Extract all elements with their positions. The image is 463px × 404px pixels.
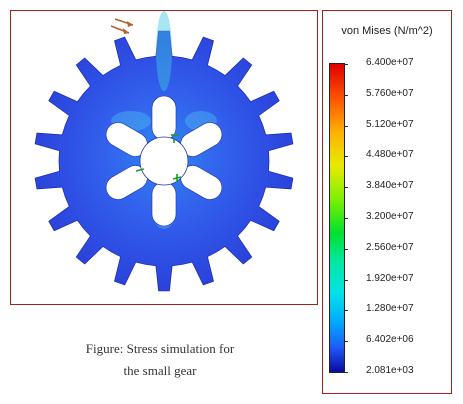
legend-tick-label: 2.560e+07	[366, 241, 414, 253]
legend-tick-label: 3.840e+07	[366, 180, 414, 192]
legend-tick-label: 5.120e+07	[366, 118, 414, 130]
legend-tick-label: 6.402e+06	[366, 334, 414, 346]
legend-tick-label: 3.200e+07	[366, 211, 414, 222]
load-arrow-icon	[110, 18, 134, 34]
figure-caption: Figure: Stress simulation for the small …	[40, 338, 280, 382]
spoke-slot	[151, 95, 177, 141]
legend-colorbar	[329, 63, 345, 373]
fixture-marker-icon	[135, 134, 182, 182]
legend-tick-label: 1.280e+07	[366, 303, 414, 315]
legend-tick-mark	[345, 310, 348, 312]
caption-line-2: the small gear	[123, 363, 197, 378]
legend-tick-label: 1.920e+07	[366, 272, 414, 284]
legend-tick-mark	[345, 125, 348, 127]
legend-tick-mark	[345, 248, 348, 250]
legend-tick-label: 5.760e+07	[366, 87, 414, 99]
stress-legend: von Mises (N/m^2) 6.400e+07 5.760e+07 5.12…	[322, 10, 452, 394]
legend-tick-mark	[345, 187, 348, 189]
legend-tick-mark	[345, 156, 348, 158]
legend-tick-mark	[345, 64, 348, 65]
legend-tick-mark	[345, 279, 348, 281]
legend-tick-mark	[345, 341, 348, 343]
legend-tick-mark	[345, 218, 348, 219]
legend-tick-label: 4.480e+07	[366, 149, 414, 161]
legend-tick-mark	[345, 94, 348, 96]
legend-tick-mark	[345, 372, 348, 373]
legend-tick-label: 6.400e+07	[366, 57, 414, 68]
gear-body	[34, 11, 294, 292]
gear-figure-frame	[10, 10, 318, 305]
caption-line-1: Figure: Stress simulation for	[85, 341, 235, 356]
spoke-slot	[151, 181, 177, 227]
gear-stress-plot	[34, 11, 294, 292]
legend-tick-label: 2.081e+03	[366, 365, 414, 376]
legend-title: von Mises (N/m^2)	[341, 25, 433, 37]
center-bore	[139, 136, 189, 186]
stress-highlight	[156, 11, 172, 91]
